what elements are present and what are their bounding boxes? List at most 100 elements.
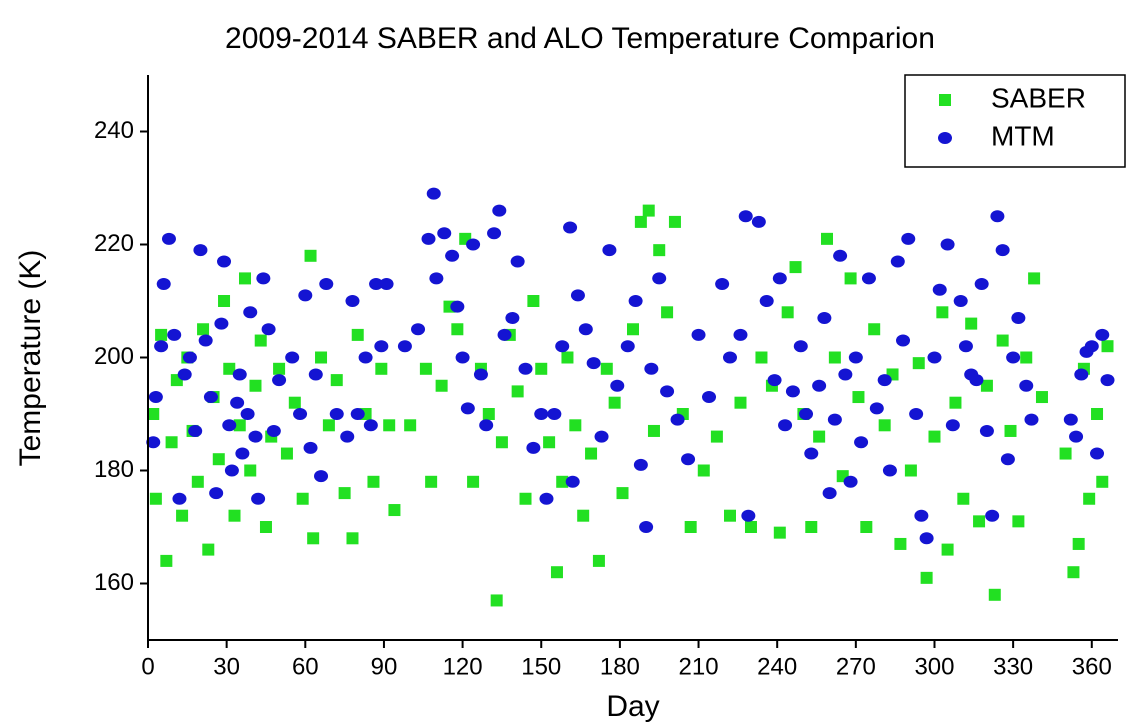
data-point [235, 447, 250, 460]
data-point [940, 238, 955, 251]
data-point [467, 475, 480, 488]
data-point [634, 215, 647, 228]
data-point [539, 492, 554, 505]
data-point [936, 306, 949, 319]
data-point [813, 430, 826, 443]
data-point [182, 351, 197, 364]
data-point [919, 532, 934, 545]
data-point [652, 272, 667, 285]
x-tick-label: 150 [521, 653, 561, 680]
y-tick-label: 200 [94, 343, 134, 370]
data-point [827, 413, 842, 426]
data-point [843, 475, 858, 488]
data-point [990, 210, 1005, 223]
data-point [627, 323, 639, 336]
data-point [772, 272, 787, 285]
data-point [608, 396, 621, 409]
data-point [838, 368, 853, 381]
data-point [661, 306, 674, 319]
legend-marker [938, 132, 952, 144]
data-point [338, 487, 351, 500]
data-point [259, 521, 272, 533]
y-tick-label: 180 [94, 456, 134, 483]
data-point [973, 515, 986, 528]
legend-label: SABER [991, 82, 1086, 113]
data-point [197, 323, 210, 336]
data-point [367, 475, 380, 488]
data-point [741, 509, 756, 522]
data-point [660, 385, 675, 398]
data-point [799, 408, 814, 420]
data-point [429, 272, 444, 285]
data-point [647, 424, 660, 437]
data-point [569, 419, 582, 432]
data-point [759, 295, 774, 307]
data-point [492, 204, 507, 217]
data-point [715, 278, 730, 291]
data-point [785, 385, 800, 398]
data-point [534, 408, 549, 420]
data-point [487, 227, 502, 240]
data-point [945, 419, 960, 432]
data-point [214, 317, 229, 330]
data-point [147, 408, 160, 420]
data-point [550, 566, 563, 579]
y-tick-label: 220 [94, 230, 134, 257]
data-point [620, 340, 635, 353]
data-point [1059, 447, 1072, 460]
data-point [904, 464, 917, 477]
data-point [374, 340, 389, 353]
data-point [586, 357, 601, 370]
data-point [957, 492, 970, 505]
data-point [239, 272, 251, 285]
chart-title: 2009-2014 SABER and ALO Temperature Comp… [225, 22, 935, 55]
data-point [451, 323, 464, 336]
data-point [555, 340, 570, 353]
data-point [288, 396, 301, 409]
data-point [653, 244, 666, 257]
data-point [974, 278, 989, 291]
data-point [212, 453, 225, 466]
data-point [244, 464, 257, 477]
data-point [543, 436, 556, 449]
x-tick-label: 300 [914, 653, 954, 680]
data-point [1095, 328, 1110, 341]
data-point [191, 475, 204, 488]
y-axis-label: Temperature (K) [14, 250, 47, 467]
data-point [577, 509, 590, 522]
data-point [518, 362, 533, 375]
data-point [304, 249, 317, 262]
data-point [473, 368, 488, 381]
data-point [616, 487, 629, 500]
data-point [256, 272, 271, 285]
data-point [949, 396, 962, 409]
data-point [817, 311, 832, 324]
data-point [1063, 413, 1078, 426]
data-point [510, 255, 525, 268]
data-point [995, 244, 1010, 257]
x-tick-label: 120 [443, 653, 483, 680]
data-point [172, 492, 187, 505]
data-point [176, 509, 189, 522]
data-point [188, 424, 203, 437]
data-point [421, 232, 436, 245]
data-point [953, 295, 968, 307]
data-point [805, 521, 818, 533]
data-point [527, 295, 540, 307]
data-point [460, 402, 475, 415]
data-point [272, 374, 287, 387]
data-point [1083, 492, 1096, 505]
data-point [228, 509, 241, 522]
data-point [914, 509, 929, 522]
data-point [633, 458, 648, 471]
data-point [969, 374, 984, 387]
data-point [565, 475, 580, 488]
data-point [154, 340, 169, 353]
data-point [519, 492, 532, 505]
data-point [350, 408, 365, 420]
data-point [160, 554, 173, 567]
data-point [901, 232, 916, 245]
data-point [209, 487, 224, 500]
data-point [243, 306, 258, 319]
data-point [437, 227, 452, 240]
